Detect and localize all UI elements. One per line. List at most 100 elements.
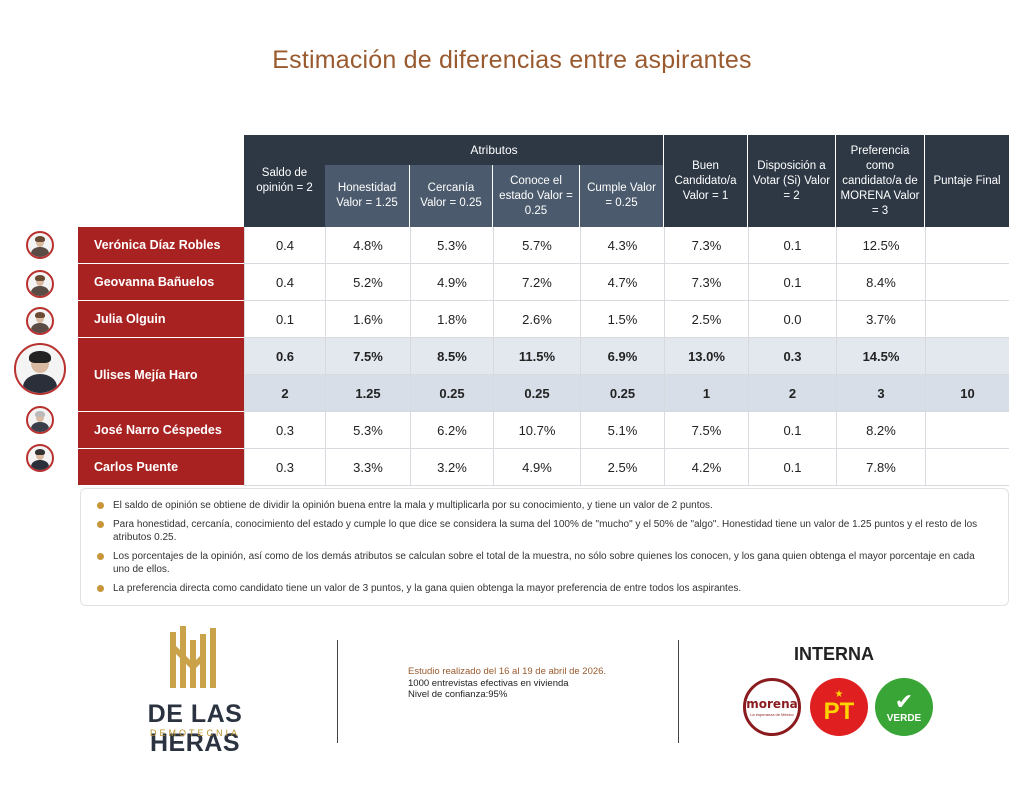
candidate-name: Julia Olguin [78,301,244,338]
cell-puntaje [925,227,1009,264]
study-info: Estudio realizado del 16 al 19 de abril … [408,666,606,701]
avatar-jose [26,406,54,434]
cell-cumple: 4.7% [580,264,664,301]
cell-saldo: 0.1 [244,301,325,338]
candidate-name: Geovanna Bañuelos [78,264,244,301]
page-title: Estimación de diferencias entre aspirant… [272,46,752,74]
cell-buen: 7.3% [664,227,748,264]
header-saldo: Saldo de opinión = 2 [244,135,325,227]
cell-puntaje: 10 [925,375,1009,412]
header-honestidad: Honestidad Valor = 1.25 [325,165,409,227]
bullet-icon [97,521,104,528]
cell-conoce: 5.7% [493,227,580,264]
avatar-veronica [26,231,54,259]
cell-saldo: 0.4 [244,227,325,264]
candidate-name: Ulises Mejía Haro [78,338,244,412]
cell-cercania: 6.2% [410,412,493,449]
cell-disposicion: 0.3 [748,338,836,375]
study-date: Estudio realizado del 16 al 19 de abril … [408,666,607,677]
cell-puntaje [925,338,1009,375]
cell-conoce: 2.6% [493,301,580,338]
table-row: Julia Olguin 0.1 1.6% 1.8% 2.6% 1.5% 2.5% 0.0 3.… [78,301,1009,338]
cell-cercania: 4.9% [410,264,493,301]
table-row: Carlos Puente 0.3 3.3% 3.2% 4.9% 2.5% 4.2% 0.1 7… [78,449,1009,486]
cell-disposicion: 2 [748,375,836,412]
avatar-julia [26,307,54,335]
bullet-icon [97,502,104,509]
cell-cumple: 2.5% [580,449,664,486]
cell-buen: 13.0% [664,338,748,375]
table-row: Ulises Mejía Haro 0.6 7.5% 8.5% 11.5% 6.9% 13.… [78,338,1009,412]
cell-puntaje [925,449,1009,486]
table-row: José Narro Céspedes 0.3 5.3% 6.2% 10.7% 5.1% 7… [78,412,1009,449]
cell-cumple: 6.9% [580,338,664,375]
cell-preferencia: 8.4% [836,264,925,301]
header-atributos: Atributos [325,135,663,165]
study-sample: 1000 entrevistas efectivas en vivienda [408,677,569,689]
cell-disposicion: 0.1 [748,264,836,301]
cell-cumple: 0.25 [580,375,664,412]
header-preferencia: Preferencia como candidato/a de MORENA V… [836,135,924,227]
cell-saldo: 0.4 [244,264,325,301]
header-buen-candidato: Buen Candidato/a Valor = 1 [664,135,747,227]
candidate-name: Verónica Díaz Robles [78,227,244,264]
morena-logo: morena La esperanza de México [743,678,801,736]
candidate-name: Carlos Puente [78,449,244,486]
cell-saldo: 2 [244,375,325,412]
cell-preferencia: 3 [836,375,925,412]
de-las-heras-logo-icon [170,626,216,688]
cell-buen: 7.3% [664,264,748,301]
cell-honestidad: 4.8% [325,227,410,264]
table-row: Geovanna Bañuelos 0.4 5.2% 4.9% 7.2% 4.7% 7.3%… [78,264,1009,301]
cell-buen: 1 [664,375,748,412]
cell-honestidad: 1.6% [325,301,410,338]
cell-honestidad: 5.2% [325,264,410,301]
cell-cumple: 5.1% [580,412,664,449]
cell-buen: 2.5% [664,301,748,338]
note-item: Los porcentajes de la opinión, así como … [95,550,994,576]
pt-logo: ★ PT [810,678,868,736]
cell-honestidad: 1.25 [325,375,410,412]
cell-preferencia: 7.8% [836,449,925,486]
cell-buen: 4.2% [664,449,748,486]
cell-cercania: 8.5% [410,338,493,375]
cell-conoce: 0.25 [493,375,580,412]
notes-box: El saldo de opinión se obtiene de dividi… [80,488,1009,606]
interna-label: INTERNA [794,644,874,664]
header-cercania: Cercanía Valor = 0.25 [410,165,492,227]
cell-cercania: 1.8% [410,301,493,338]
candidate-name: José Narro Céspedes [78,412,244,449]
divider [678,640,679,743]
cell-preferencia: 14.5% [836,338,925,375]
note-item: El saldo de opinión se obtiene de dividi… [95,499,994,512]
star-icon: ★ [834,689,844,700]
cell-puntaje [925,264,1009,301]
cell-disposicion: 0.1 [748,449,836,486]
cell-cercania: 3.2% [410,449,493,486]
cell-honestidad: 5.3% [325,412,410,449]
cell-buen: 7.5% [664,412,748,449]
cell-disposicion: 0.1 [748,227,836,264]
cell-conoce: 10.7% [493,412,580,449]
cell-disposicion: 0.0 [748,301,836,338]
checkmark-icon: ✔ [894,688,914,714]
cell-honestidad: 3.3% [325,449,410,486]
table-row: Verónica Díaz Robles 0.4 4.8% 5.3% 5.7% 4.3% 7… [78,227,1009,264]
header-conoce: Conoce el estado Valor = 0.25 [493,165,579,227]
header-disposicion: Disposición a Votar (Si) Valor = 2 [748,135,835,227]
note-item: La preferencia directa como candidato ti… [95,582,994,595]
bullet-icon [97,553,104,560]
study-confidence: Nivel de confianza:95% [408,689,508,700]
cell-puntaje [925,301,1009,338]
header-puntaje: Puntaje Final [925,135,1009,227]
verde-logo: ✔ VERDE [875,678,933,736]
cell-conoce: 11.5% [493,338,580,375]
cell-preferencia: 3.7% [836,301,925,338]
cell-puntaje [925,412,1009,449]
cell-cumple: 1.5% [580,301,664,338]
cell-cercania: 5.3% [410,227,493,264]
cell-preferencia: 8.2% [836,412,925,449]
header-cumple: Cumple Valor = 0.25 [580,165,663,227]
cell-cercania: 0.25 [410,375,493,412]
bullet-icon [97,585,104,592]
